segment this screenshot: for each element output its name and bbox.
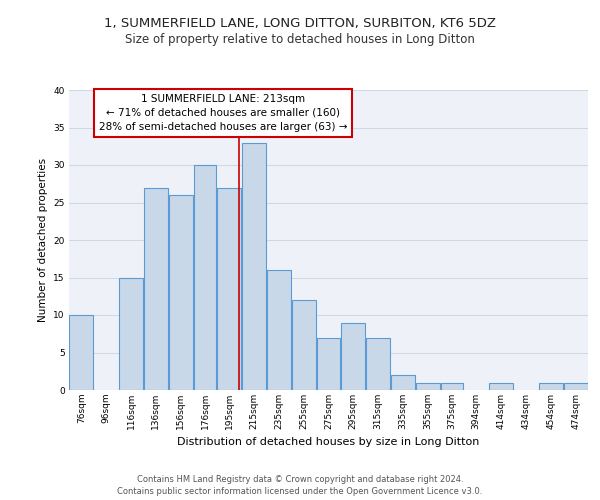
X-axis label: Distribution of detached houses by size in Long Ditton: Distribution of detached houses by size … bbox=[178, 438, 479, 448]
Bar bbox=[169, 195, 193, 390]
Text: 1, SUMMERFIELD LANE, LONG DITTON, SURBITON, KT6 5DZ: 1, SUMMERFIELD LANE, LONG DITTON, SURBIT… bbox=[104, 18, 496, 30]
Y-axis label: Number of detached properties: Number of detached properties bbox=[38, 158, 48, 322]
Bar bbox=[539, 382, 563, 390]
Bar bbox=[292, 300, 316, 390]
Bar bbox=[242, 142, 266, 390]
Bar bbox=[217, 188, 241, 390]
Bar bbox=[366, 338, 390, 390]
Text: Contains HM Land Registry data © Crown copyright and database right 2024.: Contains HM Land Registry data © Crown c… bbox=[137, 476, 463, 484]
Bar bbox=[391, 375, 415, 390]
Bar bbox=[317, 338, 340, 390]
Bar bbox=[119, 278, 143, 390]
Bar bbox=[563, 382, 587, 390]
Bar bbox=[70, 315, 94, 390]
Bar bbox=[144, 188, 168, 390]
Bar bbox=[416, 382, 440, 390]
Bar bbox=[441, 382, 463, 390]
Bar bbox=[267, 270, 291, 390]
Bar bbox=[341, 322, 365, 390]
Bar bbox=[194, 165, 216, 390]
Text: Contains public sector information licensed under the Open Government Licence v3: Contains public sector information licen… bbox=[118, 486, 482, 496]
Text: Size of property relative to detached houses in Long Ditton: Size of property relative to detached ho… bbox=[125, 32, 475, 46]
Bar bbox=[489, 382, 513, 390]
Text: 1 SUMMERFIELD LANE: 213sqm
← 71% of detached houses are smaller (160)
28% of sem: 1 SUMMERFIELD LANE: 213sqm ← 71% of deta… bbox=[99, 94, 347, 132]
